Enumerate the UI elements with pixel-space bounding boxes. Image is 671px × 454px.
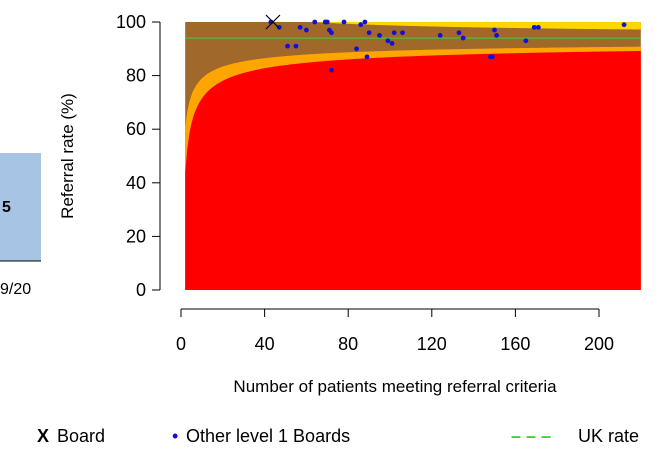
data-point	[366, 30, 372, 36]
x-axis: 0 40 80 120 160 200	[176, 308, 614, 354]
board-marker	[265, 14, 281, 30]
fragment-value-label: 5	[2, 199, 11, 216]
data-point	[456, 30, 462, 36]
data-point	[312, 19, 318, 25]
data-point	[437, 33, 443, 38]
data-point	[621, 22, 627, 28]
band-inner	[185, 50, 641, 291]
x-axis-title: Number of patients meeting referral crit…	[233, 377, 557, 396]
legend: X Board • Other level 1 Boards – – – UK …	[37, 426, 639, 446]
data-point	[358, 22, 364, 28]
data-point	[377, 33, 382, 38]
y-tick-label: 100	[116, 12, 146, 32]
x-tick-label: 0	[176, 334, 186, 354]
y-tick-label: 60	[126, 119, 146, 139]
data-point	[523, 38, 529, 44]
data-point	[362, 19, 368, 25]
data-point	[460, 35, 466, 41]
legend-uk-marker: – – –	[511, 426, 551, 446]
data-point	[329, 67, 334, 73]
legend-board-label: Board	[57, 426, 105, 446]
data-point	[385, 38, 391, 44]
data-point	[304, 27, 309, 33]
data-point	[324, 19, 330, 25]
left-panel-fragment: 5 9/20	[0, 153, 41, 298]
data-point	[400, 30, 405, 36]
data-point	[494, 33, 499, 38]
y-tick-label: 20	[126, 226, 146, 246]
data-point	[297, 24, 303, 30]
data-point	[389, 41, 395, 46]
y-tick-label: 0	[136, 280, 146, 300]
x-tick-label: 160	[500, 334, 530, 354]
x-tick-label: 80	[338, 334, 358, 354]
data-point	[329, 30, 334, 36]
data-point	[293, 43, 299, 49]
data-point	[354, 46, 359, 52]
x-tick-label: 200	[584, 334, 614, 354]
y-tick-label: 80	[126, 66, 146, 86]
fragment-bar	[0, 153, 41, 261]
fragment-date-label: 9/20	[0, 281, 31, 298]
y-axis: 0 20 40 60 80 100	[116, 12, 161, 300]
data-points	[268, 19, 627, 73]
data-point	[531, 24, 537, 30]
data-point	[535, 24, 541, 30]
data-point	[492, 27, 497, 33]
board-layer	[265, 14, 281, 30]
y-tick-label: 40	[126, 173, 146, 193]
legend-other-label: Other level 1 Boards	[186, 426, 350, 446]
data-point	[285, 43, 290, 49]
x-tick-label: 120	[417, 334, 447, 354]
band-top	[185, 22, 641, 30]
legend-uk-label: UK rate	[578, 426, 639, 446]
data-point	[391, 30, 397, 36]
board-marker-stroke	[265, 14, 281, 30]
data-point	[276, 24, 282, 30]
legend-other-marker: •	[172, 426, 178, 446]
data-point	[490, 54, 495, 60]
x-tick-label: 40	[255, 334, 275, 354]
data-point	[341, 19, 347, 25]
data-point	[364, 54, 370, 60]
legend-board-marker: X	[37, 426, 49, 446]
funnel-bands	[185, 22, 641, 291]
y-axis-title: Referral rate (%)	[58, 93, 77, 219]
